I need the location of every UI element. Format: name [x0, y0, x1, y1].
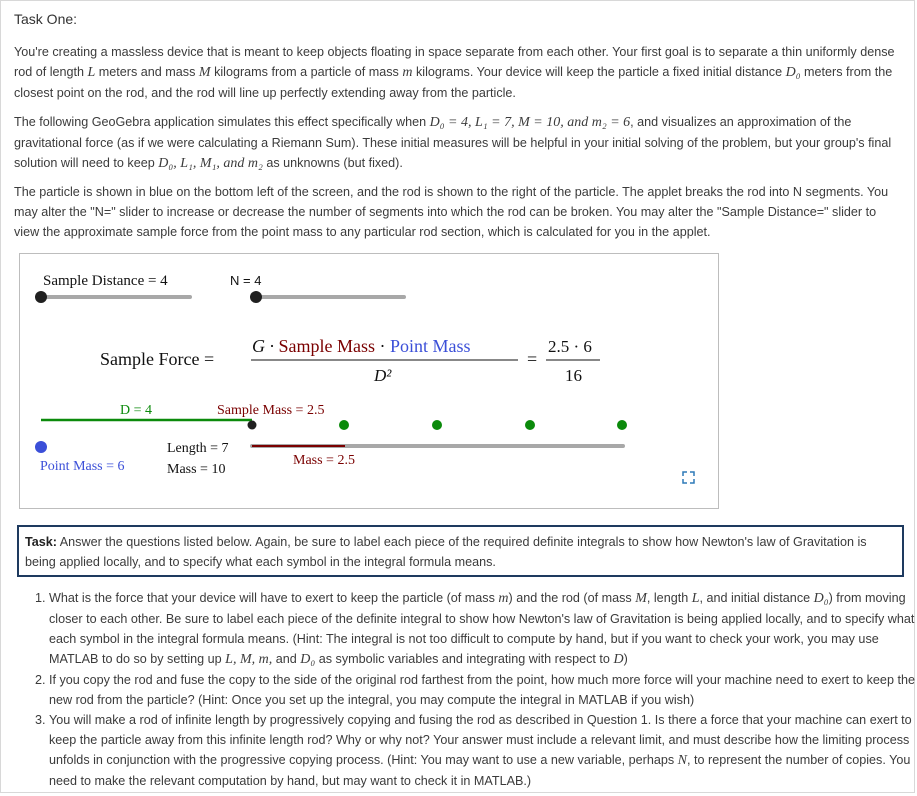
rod-start-point[interactable] — [247, 420, 257, 430]
sample-distance-label: Sample Distance = 4 — [43, 273, 168, 289]
page-title: Task One: — [14, 11, 78, 27]
task-instruction-box: Task: Answer the questions listed below.… — [17, 525, 904, 577]
segment-mass-label: Mass = 2.5 — [293, 453, 355, 468]
fullscreen-icon[interactable] — [679, 468, 698, 487]
intro-paragraph-1: You're creating a massless device that i… — [14, 45, 895, 100]
question-1: What is the force that your device will … — [49, 588, 917, 670]
intro-paragraph-2: The following GeoGebra application simul… — [14, 115, 892, 171]
applet-canvas[interactable]: Sample Distance = 4 N = 4 Sample Force =… — [20, 254, 718, 508]
formula-num-value: 2.5 · 6 — [548, 337, 592, 356]
sample-force-label: Sample Force = — [100, 349, 214, 369]
geogebra-applet[interactable]: Sample Distance = 4 N = 4 Sample Force =… — [19, 253, 719, 509]
formula-denominator: D² — [373, 366, 392, 385]
particle-point[interactable] — [35, 441, 47, 453]
n-slider-handle[interactable] — [250, 291, 262, 303]
formula-numerator: G · Sample Mass · Point Mass — [252, 336, 471, 356]
formula-den-value: 16 — [565, 366, 582, 385]
formula-equals: = — [527, 349, 537, 369]
question-3: You will make a rod of infinite length b… — [49, 710, 917, 791]
segment-midpoint-4 — [617, 420, 627, 430]
segment-midpoint-1 — [339, 420, 349, 430]
n-label: N = 4 — [230, 273, 261, 288]
intro-paragraph-3: The particle is shown in blue on the bot… — [14, 185, 889, 239]
mass-label: Mass = 10 — [167, 462, 225, 477]
segment-midpoint-3 — [525, 420, 535, 430]
d-label: D = 4 — [120, 403, 152, 418]
question-2: If you copy the rod and fuse the copy to… — [49, 670, 917, 710]
question-list: What is the force that your device will … — [32, 588, 917, 791]
sample-distance-slider-handle[interactable] — [35, 291, 47, 303]
sample-mass-label: Sample Mass = 2.5 — [217, 403, 324, 418]
point-mass-label: Point Mass = 6 — [40, 459, 125, 474]
length-label: Length = 7 — [167, 441, 229, 456]
segment-midpoint-2 — [432, 420, 442, 430]
